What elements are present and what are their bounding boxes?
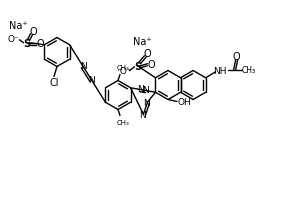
Text: ·O⁻: ·O⁻: [117, 67, 132, 76]
Text: O⁻: O⁻: [8, 35, 19, 44]
Text: O: O: [144, 49, 151, 58]
Text: N: N: [139, 110, 146, 119]
Text: N: N: [88, 76, 95, 84]
Text: Cl: Cl: [49, 78, 59, 88]
Text: O: O: [30, 27, 37, 37]
Text: Na⁺: Na⁺: [133, 37, 152, 47]
Text: S: S: [134, 61, 141, 71]
Text: CH₃: CH₃: [117, 120, 129, 126]
Text: O: O: [148, 59, 155, 69]
Text: CH₃: CH₃: [117, 65, 129, 71]
Text: N: N: [137, 85, 143, 93]
Text: NH: NH: [213, 67, 226, 76]
Text: N: N: [143, 86, 149, 95]
Text: O: O: [233, 51, 241, 61]
Text: S: S: [23, 39, 30, 49]
Text: Na⁺: Na⁺: [9, 21, 28, 31]
Text: N: N: [143, 98, 150, 107]
Text: N: N: [80, 62, 87, 71]
Text: OH: OH: [177, 98, 191, 106]
Text: O: O: [37, 39, 44, 49]
Text: CH₃: CH₃: [242, 66, 256, 75]
